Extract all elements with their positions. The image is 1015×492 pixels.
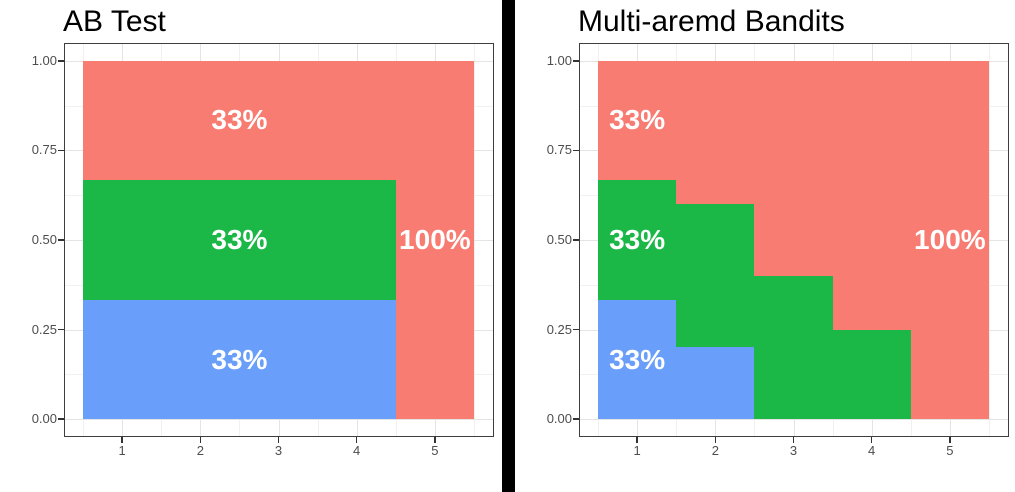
region-label: 33%: [211, 224, 268, 255]
x-tick-mark: [870, 437, 873, 443]
area-rect-green: [754, 275, 833, 420]
y-tick-label: 0.50: [546, 232, 572, 247]
region-label: 33%: [609, 104, 666, 135]
ab-test-chart: AB Test 33% 33% 33% 100% 1.00 0.75 0.50 0.25 0.…: [0, 0, 502, 492]
area-rect-blue: [83, 299, 396, 420]
y-tick-label: 1.00: [31, 52, 57, 68]
x-tick-mark: [277, 437, 280, 443]
region-label: 33%: [609, 343, 666, 375]
chart-title: Multi-aremd Bandits: [578, 5, 845, 38]
region-label: 33%: [211, 104, 268, 135]
y-tick-label: 0.00: [546, 411, 572, 427]
area-rect-red: [598, 60, 677, 181]
y-tick-label: 0.25: [546, 321, 572, 337]
y-tick-mark: [573, 239, 579, 241]
x-tick-mark: [121, 437, 123, 443]
x-tick-label: 3: [789, 443, 798, 458]
y-tick-mark: [58, 60, 64, 62]
area-rect-green: [832, 329, 911, 420]
x-tick-label: 4: [868, 443, 876, 458]
chart-title: AB Test: [63, 5, 166, 38]
x-tick-label: 1: [118, 443, 126, 458]
y-tick-label: 0.50: [31, 232, 57, 247]
area-rect-blue: [598, 299, 677, 420]
x-tick-label: 4: [353, 443, 361, 458]
y-tick-label: 0.75: [546, 142, 572, 158]
x-tick-label: 1: [633, 443, 641, 458]
y-tick-label: 1.00: [546, 52, 572, 68]
x-tick-label: 5: [431, 443, 439, 458]
y-tick-mark: [58, 239, 64, 241]
region-label: 33%: [609, 224, 666, 255]
y-tick-mark: [58, 149, 64, 152]
y-tick-mark: [573, 418, 579, 420]
area-rect-red: [395, 60, 474, 420]
area-rect-red: [754, 60, 833, 276]
x-tick-label: 3: [274, 443, 283, 458]
y-tick-mark: [58, 418, 64, 420]
y-tick-mark: [573, 328, 579, 331]
plot-panel: 33% 33% 33% 100%: [63, 43, 494, 437]
x-tick-mark: [355, 437, 358, 443]
area-rect-blue: [676, 347, 755, 420]
x-tick-label: 2: [196, 443, 204, 458]
area-rect-red: [910, 60, 989, 420]
x-tick-label: 5: [946, 443, 954, 458]
plot-panel: 33% 33% 33% 100%: [578, 43, 1009, 437]
x-tick-mark: [949, 437, 951, 443]
x-tick-mark: [434, 437, 436, 443]
y-tick-mark: [58, 328, 64, 331]
x-tick-mark: [636, 437, 638, 443]
y-tick-mark: [573, 60, 579, 62]
area-rect-red: [832, 60, 911, 330]
y-tick-label: 0.75: [31, 142, 57, 158]
area-rect-red: [83, 60, 396, 181]
x-tick-mark: [199, 437, 202, 443]
x-tick-label: 2: [711, 443, 719, 458]
area-rect-green: [676, 204, 755, 348]
area-rect-red: [676, 60, 755, 205]
region-label: 33%: [211, 343, 268, 375]
area-rect-green: [83, 180, 396, 300]
region-label: 100%: [914, 224, 986, 255]
y-tick-label: 0.25: [31, 321, 57, 337]
y-tick-label: 0.00: [31, 411, 57, 427]
region-label: 100%: [399, 224, 471, 255]
area-rect-green: [598, 180, 677, 300]
x-tick-mark: [714, 437, 717, 443]
y-tick-mark: [573, 149, 579, 152]
multi-armed-bandits-chart: Multi-aremd Bandits 33% 33% 33% 100% 1.00 0.…: [515, 0, 1015, 492]
panel-divider: [502, 0, 515, 492]
x-tick-mark: [792, 437, 795, 443]
